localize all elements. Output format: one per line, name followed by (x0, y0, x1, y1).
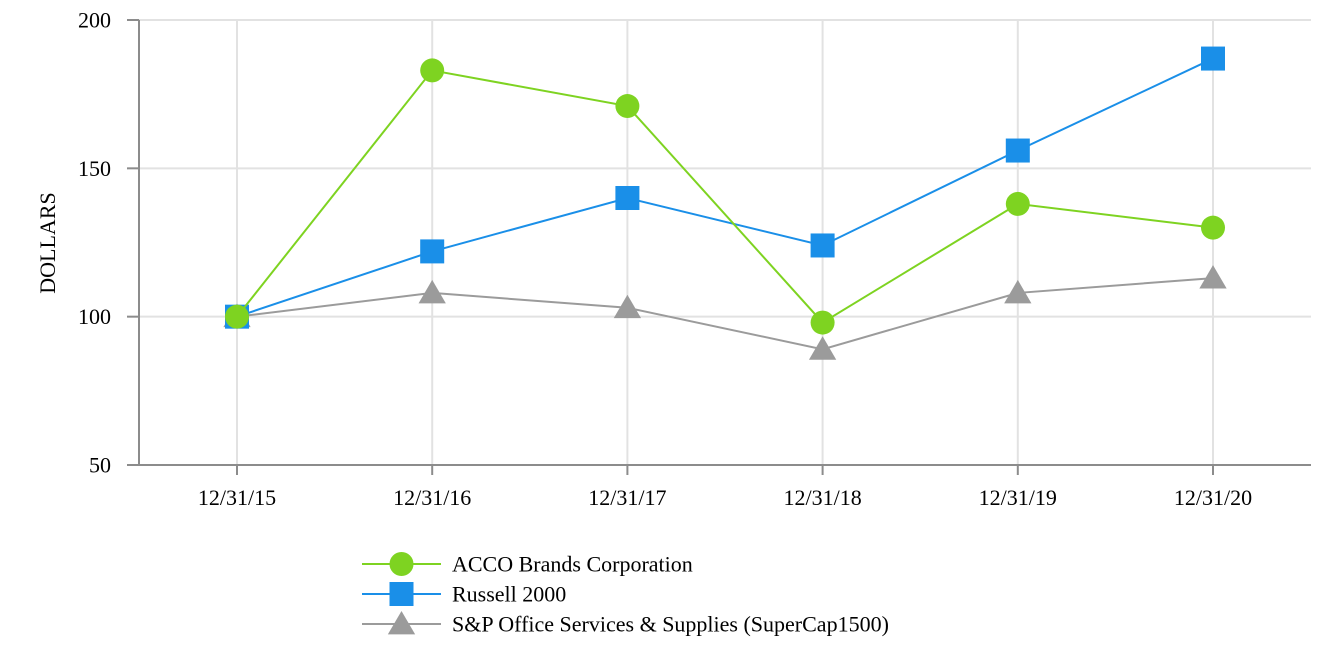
data-point-circle (1201, 215, 1225, 240)
data-point-square (615, 186, 640, 210)
x-tick-label: 12/31/17 (588, 485, 666, 510)
y-tick-label: 50 (89, 453, 111, 478)
data-point-triangle (418, 279, 446, 304)
data-point-triangle (1199, 265, 1227, 289)
y-tick-label: 200 (78, 8, 111, 33)
data-point-circle (1005, 191, 1030, 216)
data-point-square (810, 233, 835, 258)
series-triangle (223, 265, 1227, 360)
data-point-circle (225, 304, 249, 329)
x-tick-labels: 12/31/15 12/31/16 12/31/17 12/31/18 12/31/19… (198, 485, 1252, 510)
data-point-square (420, 239, 445, 264)
x-tick-label: 12/31/16 (393, 485, 471, 510)
data-point-square (1201, 46, 1225, 71)
legend-item: ACCO Brands Corporation (362, 552, 693, 577)
legend-label: S&P Office Services & Supplies (SuperCap… (452, 612, 889, 637)
x-tick-label: 12/31/19 (979, 485, 1057, 510)
y-tick-label: 150 (78, 156, 111, 181)
y-axis-label: DOLLARS (35, 192, 60, 293)
series-square (225, 46, 1225, 329)
series-line (236, 277, 1214, 351)
data-point-triangle (808, 336, 837, 360)
legend: ACCO Brands Corporation Russell 2000 S&P O… (362, 552, 889, 637)
series (223, 46, 1227, 360)
series-circle (225, 58, 1225, 335)
data-point-circle (420, 58, 445, 83)
legend-label: Russell 2000 (452, 582, 566, 607)
data-point-triangle (613, 294, 642, 319)
legend-marker-circle (389, 552, 414, 576)
series-line (236, 69, 1214, 324)
series-line (236, 57, 1214, 318)
y-tick-label: 100 (78, 304, 111, 329)
data-point-circle (615, 94, 640, 119)
axes (127, 19, 1311, 475)
y-tick-labels: 50 100 150 200 (78, 8, 111, 478)
legend-item: S&P Office Services & Supplies (SuperCap… (362, 611, 889, 637)
data-point-square (1005, 138, 1030, 163)
grid (139, 19, 1311, 465)
data-point-circle (810, 310, 835, 335)
legend-label: ACCO Brands Corporation (452, 552, 693, 577)
x-tick-label: 12/31/15 (198, 485, 276, 510)
x-tick-label: 12/31/20 (1174, 485, 1252, 510)
x-tick-label: 12/31/18 (783, 485, 861, 510)
legend-marker-triangle (387, 611, 416, 635)
legend-item: Russell 2000 (362, 582, 566, 607)
legend-marker-square (389, 582, 414, 606)
data-point-triangle (1004, 279, 1032, 304)
